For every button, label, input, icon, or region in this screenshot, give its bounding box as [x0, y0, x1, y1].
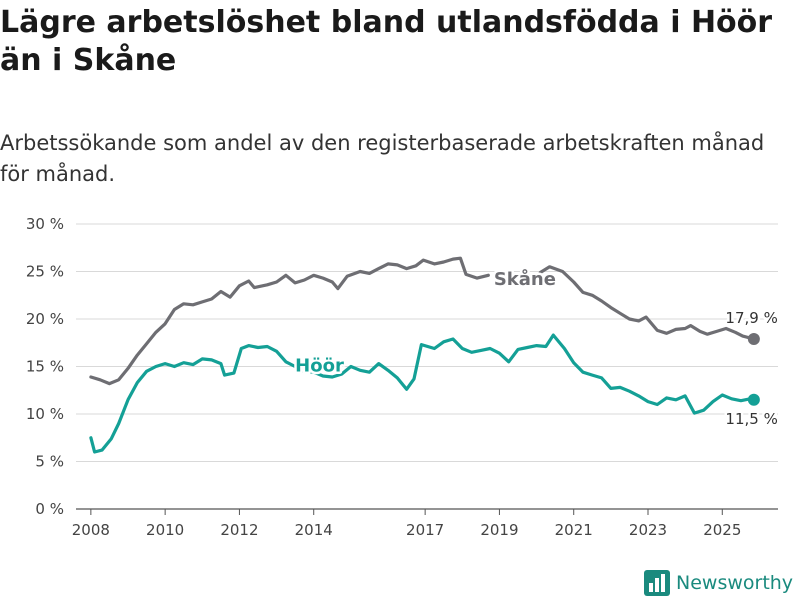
x-axis: 2008 2010 2012 2014 2017 2019 2021 2023 2025 — [72, 509, 741, 539]
bar-chart-logo-icon — [644, 570, 670, 596]
brand-name: Newsworthy — [676, 572, 794, 594]
chart-title: Lägre arbetslöshet bland utlandsfödda i … — [0, 5, 773, 78]
series-line-hr — [89, 333, 756, 454]
series-label-skane-halo: Skåne — [494, 268, 556, 290]
y-tick-label: 20 % — [26, 310, 64, 328]
y-tick-label: 15 % — [26, 358, 64, 376]
series-label-skane: Skåne — [494, 268, 556, 290]
series-line-skne — [89, 256, 490, 386]
grid-lines — [76, 223, 778, 510]
x-tick-label: 2019 — [480, 521, 518, 539]
end-value-label-hoor-halo: 11,5 % — [725, 410, 777, 428]
y-axis: 0 % 5 % 10 % 15 % 20 % 25 % 30 % — [26, 215, 64, 518]
series-end-point-skne — [747, 332, 760, 345]
chart-subtitle: Arbetssökande som andel av den registerb… — [0, 131, 765, 186]
series-end-point-hr — [747, 393, 760, 406]
x-tick-label: 2023 — [629, 521, 667, 539]
series-label-hoor-halo: Höör — [295, 356, 344, 377]
x-tick-label: 2008 — [72, 521, 110, 539]
x-tick-label: 2025 — [703, 521, 741, 539]
x-tick-label: 2010 — [146, 521, 184, 539]
x-tick-label: 2017 — [406, 521, 444, 539]
x-tick-label: 2014 — [295, 521, 333, 539]
end-value-label-skane-halo: 17,9 % — [725, 309, 777, 327]
series-lines — [89, 256, 760, 454]
x-tick-label: 2012 — [220, 521, 258, 539]
y-tick-label: 10 % — [26, 405, 64, 423]
x-tick-label: 2021 — [555, 521, 593, 539]
end-value-label-hoor: 11,5 % — [725, 410, 777, 428]
end-value-label-skane: 17,9 % — [725, 309, 777, 327]
y-tick-label: 0 % — [35, 500, 64, 518]
series-label-hoor: Höör — [295, 356, 344, 377]
y-tick-label: 25 % — [26, 263, 64, 281]
series-line-skne — [538, 265, 756, 341]
y-tick-label: 5 % — [35, 453, 64, 471]
y-tick-label: 30 % — [26, 215, 64, 233]
newsworthy-brand[interactable]: Newsworthy — [644, 568, 793, 598]
